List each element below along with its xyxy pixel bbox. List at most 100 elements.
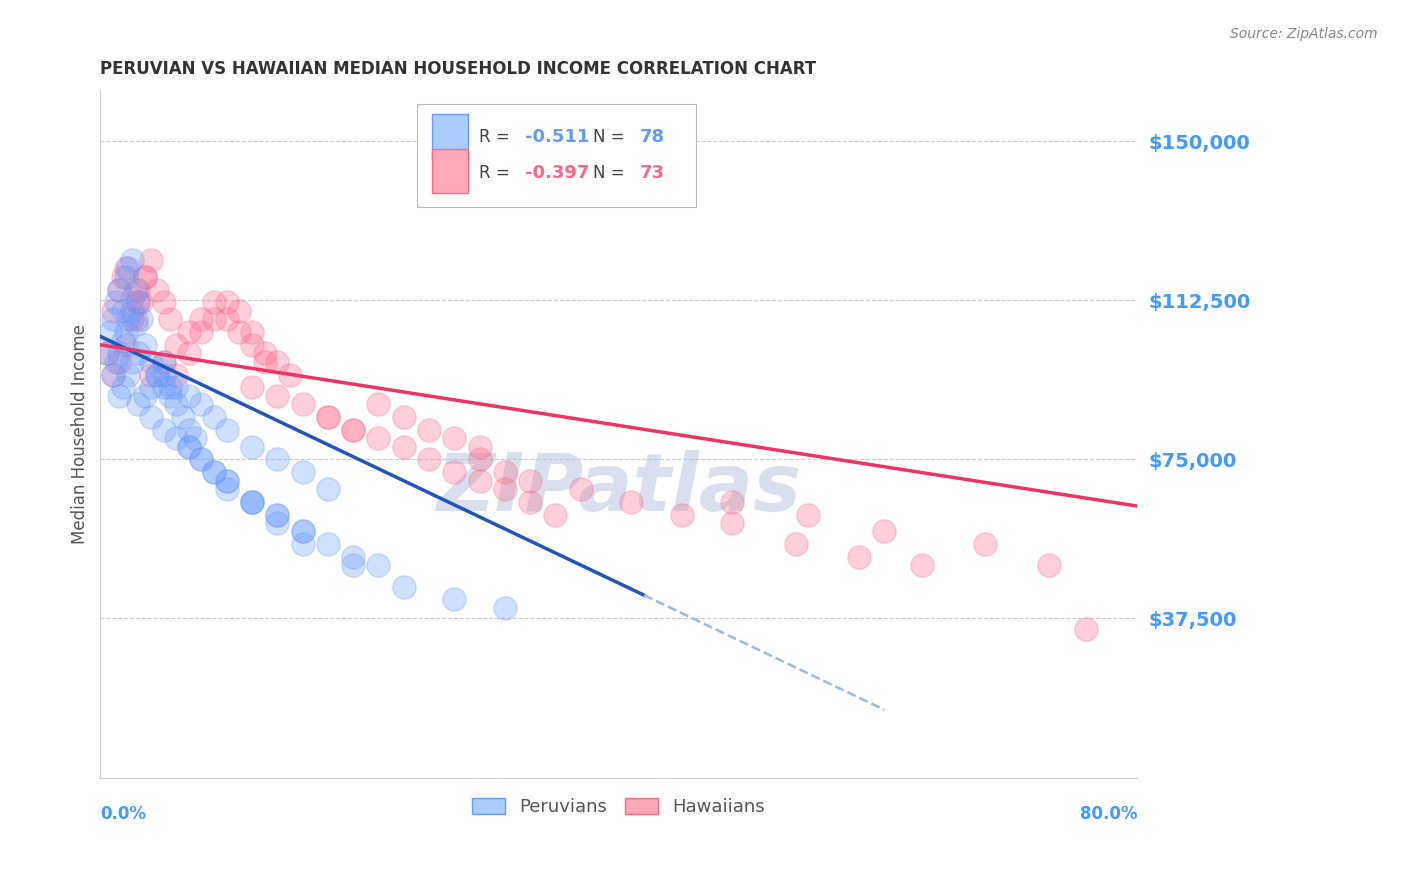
Point (121, 355, 143, 369)
Point (114, 325, 136, 339)
Point (367, 431, 389, 445)
Point (190, 397, 212, 411)
Point (569, 482, 592, 496)
Point (152, 355, 174, 369)
Point (152, 355, 174, 369)
Text: PERUVIAN VS HAWAIIAN MEDIAN HOUSEHOLD INCOME CORRELATION CHART: PERUVIAN VS HAWAIIAN MEDIAN HOUSEHOLD IN… (100, 60, 817, 78)
Legend: Peruvians, Hawaiians: Peruvians, Hawaiians (465, 791, 772, 823)
Point (112, 269, 135, 284)
Point (152, 368, 174, 382)
Point (215, 474, 238, 488)
Point (266, 389, 288, 403)
Point (215, 474, 238, 488)
Point (215, 295, 238, 310)
Point (146, 368, 169, 382)
Point (177, 440, 200, 454)
Point (240, 495, 263, 509)
Point (129, 312, 152, 326)
Text: 78: 78 (640, 128, 665, 146)
Text: 0.0%: 0.0% (100, 805, 146, 823)
Point (121, 291, 143, 305)
Text: 80.0%: 80.0% (1080, 805, 1137, 823)
Point (266, 508, 288, 522)
Point (342, 423, 364, 437)
Point (240, 495, 263, 509)
Text: N =: N = (593, 128, 630, 146)
Point (202, 295, 225, 310)
Point (165, 338, 187, 352)
Point (146, 368, 169, 382)
Point (159, 389, 181, 403)
Point (108, 283, 131, 297)
Point (202, 312, 225, 326)
Point (240, 380, 263, 394)
Point (266, 516, 288, 530)
Point (342, 423, 364, 437)
Point (367, 397, 389, 411)
Point (152, 380, 174, 394)
Point (108, 389, 131, 403)
Point (316, 482, 339, 496)
Point (104, 355, 127, 369)
Point (873, 524, 896, 539)
Text: -0.397: -0.397 (526, 164, 589, 182)
Point (468, 440, 491, 454)
Point (152, 423, 174, 437)
Point (125, 283, 148, 297)
Text: R =: R = (478, 164, 515, 182)
Point (1038, 558, 1060, 573)
Point (316, 409, 339, 424)
Point (134, 269, 156, 284)
Point (418, 452, 440, 467)
Point (100, 325, 122, 339)
Point (342, 549, 364, 564)
Point (127, 397, 149, 411)
Point (112, 304, 135, 318)
Point (172, 409, 194, 424)
Point (797, 508, 820, 522)
Point (911, 558, 934, 573)
Point (96, 346, 118, 360)
Point (443, 431, 465, 445)
Point (215, 312, 238, 326)
Point (443, 465, 465, 479)
Point (291, 524, 314, 539)
Point (112, 380, 135, 394)
Point (177, 389, 200, 403)
Point (266, 508, 288, 522)
Point (202, 409, 225, 424)
Point (202, 465, 225, 479)
Point (165, 431, 187, 445)
Point (146, 283, 169, 297)
Point (139, 380, 162, 394)
Point (721, 495, 744, 509)
Point (519, 495, 541, 509)
Point (127, 295, 149, 310)
Point (392, 440, 415, 454)
Point (443, 592, 465, 607)
Point (190, 325, 212, 339)
Point (266, 452, 288, 467)
Text: N =: N = (593, 164, 630, 182)
Point (190, 312, 212, 326)
Point (494, 600, 516, 615)
Point (1076, 622, 1098, 636)
Point (202, 465, 225, 479)
FancyBboxPatch shape (416, 104, 696, 207)
Point (620, 495, 643, 509)
Y-axis label: Median Household Income: Median Household Income (72, 324, 89, 544)
Point (139, 409, 162, 424)
Point (240, 325, 263, 339)
Point (184, 431, 207, 445)
Point (121, 312, 143, 326)
Point (127, 346, 149, 360)
Point (494, 482, 516, 496)
Point (291, 537, 314, 551)
Point (125, 312, 148, 326)
Text: Source: ZipAtlas.com: Source: ZipAtlas.com (1230, 27, 1378, 41)
Point (114, 269, 136, 284)
Point (177, 325, 200, 339)
Point (177, 346, 200, 360)
FancyBboxPatch shape (432, 114, 468, 159)
Point (291, 465, 314, 479)
